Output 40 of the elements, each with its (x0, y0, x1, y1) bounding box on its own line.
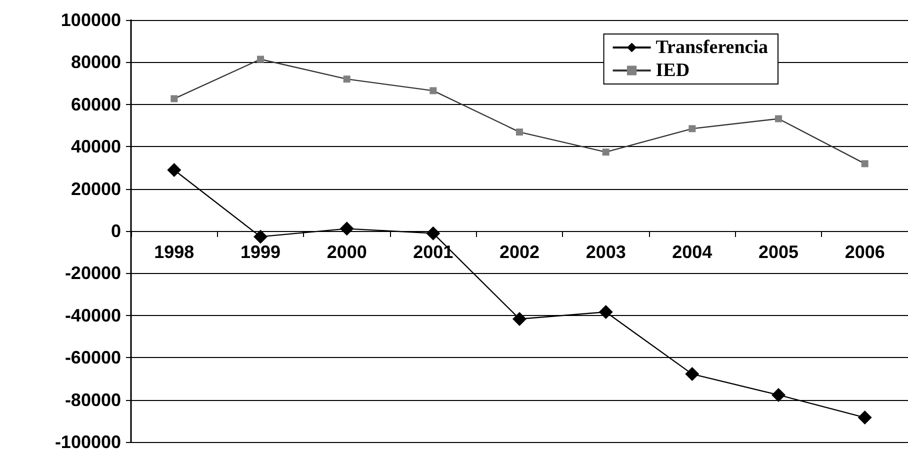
y-tick-label: -80000 (64, 390, 121, 410)
y-tick-label: -40000 (64, 305, 121, 326)
x-tick-label: 1999 (240, 242, 281, 262)
point (512, 312, 526, 326)
point (254, 230, 268, 244)
point (426, 226, 440, 240)
point (772, 388, 786, 402)
y-tick-label: 0 (110, 221, 121, 241)
point (685, 367, 700, 382)
x-tick-label: 2001 (413, 242, 454, 262)
y-tick-label: 100000 (60, 10, 121, 30)
x-tick-label: 1998 (154, 242, 194, 262)
y-tick-label: -60000 (64, 348, 121, 368)
y-tick-label: 80000 (70, 52, 121, 72)
point (598, 305, 613, 320)
point (516, 128, 523, 136)
x-tick-label: 2004 (672, 242, 712, 262)
point (343, 76, 350, 83)
x-tick-label: 2005 (758, 242, 799, 262)
y-tick-label: 40000 (70, 136, 121, 157)
y-tick-label: 60000 (70, 94, 121, 114)
x-tick-label: 2000 (326, 242, 367, 262)
point (170, 95, 178, 102)
point (861, 160, 868, 168)
point (430, 87, 437, 94)
point (602, 148, 610, 156)
y-tick-label: -20000 (64, 263, 121, 284)
y-tick-label: -100000 (54, 432, 121, 452)
legend-label: IED (656, 60, 690, 81)
point (167, 163, 182, 178)
x-tick-label: 2002 (499, 242, 540, 262)
point (858, 410, 872, 425)
x-tick-label: 2006 (844, 242, 885, 262)
legend-label: Transferencia (656, 37, 768, 58)
y-tick-label: 20000 (70, 178, 121, 199)
point (340, 222, 354, 236)
point (775, 115, 782, 122)
point (257, 56, 264, 63)
x-tick-label: 2003 (586, 242, 626, 262)
point (688, 125, 696, 132)
